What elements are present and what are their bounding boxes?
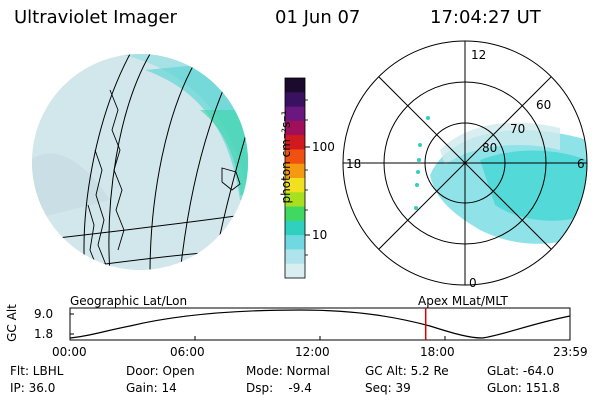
colorbar-band — [285, 235, 305, 250]
colorbar-band — [285, 206, 305, 222]
colorbar-band — [285, 263, 305, 279]
mlat-label-70: 70 — [510, 122, 526, 136]
apex-caption: Apex MLat/MLT — [418, 294, 508, 308]
info-dsp: Dsp: -9.4 — [246, 381, 312, 395]
colorbar-band — [285, 249, 305, 265]
mlt-label-6: 6 — [577, 157, 585, 171]
colorbar-band — [285, 78, 305, 93]
colorbar-tick-100: 100 — [312, 140, 335, 154]
info-seq: Seq: 39 — [365, 381, 411, 395]
colorbar-band — [285, 106, 305, 122]
info-gc-alt: GC Alt: 5.2 Re — [365, 364, 449, 378]
colorbar-band — [285, 192, 305, 208]
colorbar-tick-10: 10 — [312, 228, 328, 242]
info-filter: Flt: LBHL — [10, 364, 64, 378]
info-door: Door: Open — [126, 364, 195, 378]
info-ip: IP: 36.0 — [10, 381, 56, 395]
timeline-xtick-0: 00:00 — [52, 345, 87, 359]
instrument-title: Ultraviolet Imager — [14, 7, 177, 28]
geographic-caption: Geographic Lat/Lon — [70, 294, 188, 308]
observation-time: 17:04:27 UT — [430, 7, 541, 28]
timeline-xtick-1: 06:00 — [170, 345, 205, 359]
mlt-label-18: 18 — [346, 157, 362, 171]
timeline-ytick-high: 9.0 — [34, 307, 54, 321]
altitude-timeline — [69, 307, 571, 341]
timeline-xtick-3: 18:00 — [420, 345, 455, 359]
mlt-label-0: 0 — [469, 276, 477, 290]
colorbar-band — [285, 178, 305, 193]
timeline-xtick-4: 23:59 — [553, 345, 588, 359]
colorbar-band — [285, 92, 305, 108]
mlt-label-12: 12 — [471, 48, 487, 62]
mlat-label-60: 60 — [536, 98, 552, 112]
info-glat: GLat: -64.0 — [487, 364, 554, 378]
geographic-image — [32, 54, 248, 270]
observation-date: 01 Jun 07 — [275, 7, 361, 28]
info-mode: Mode: Normal — [246, 364, 330, 378]
colorbar — [284, 77, 310, 279]
timeline-xtick-2: 12:00 — [295, 345, 330, 359]
colorbar-band — [285, 163, 305, 179]
colorbar-band — [285, 120, 305, 136]
colorbar-band — [285, 149, 305, 165]
colorbar-band — [285, 220, 305, 236]
colorbar-unit-label: photon cm⁻²s⁻¹ — [279, 110, 293, 204]
mlat-label-80: 80 — [482, 141, 498, 155]
polar-mlat-mlt-plot — [342, 40, 588, 286]
info-gain: Gain: 14 — [126, 381, 177, 395]
timeline-ytick-low: 1.8 — [34, 327, 54, 341]
info-glon: GLon: 151.8 — [487, 381, 560, 395]
colorbar-band — [285, 135, 305, 150]
timeline-ylabel: GC Alt — [5, 304, 19, 342]
